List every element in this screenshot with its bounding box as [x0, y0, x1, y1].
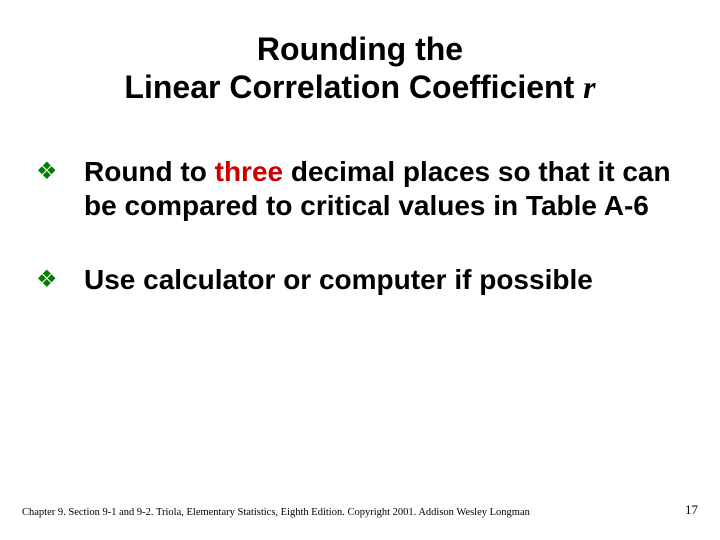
bullet-list: ❖ Round to three decimal places so that …: [30, 155, 690, 297]
bullet-1-pre: Round to: [84, 156, 215, 187]
bullet-2-pre: Use calculator or computer if possible: [84, 264, 593, 295]
footer-text: Chapter 9. Section 9-1 and 9-2. Triola, …: [22, 507, 530, 518]
slide: Rounding the Linear Correlation Coeffici…: [0, 0, 720, 540]
title-r-italic: r: [583, 69, 595, 105]
diamond-bullet-icon: ❖: [36, 265, 58, 294]
title-line-1: Rounding the: [257, 31, 463, 67]
page-number: 17: [685, 502, 698, 518]
title-line-2-pre: Linear Correlation Coefficient: [124, 69, 583, 105]
bullet-1-highlight: three: [215, 156, 283, 187]
bullet-item-1: ❖ Round to three decimal places so that …: [36, 155, 684, 223]
diamond-bullet-icon: ❖: [36, 157, 58, 186]
bullet-item-2: ❖ Use calculator or computer if possible: [36, 263, 684, 297]
slide-title: Rounding the Linear Correlation Coeffici…: [30, 30, 690, 107]
